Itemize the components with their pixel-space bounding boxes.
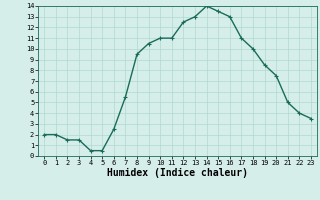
X-axis label: Humidex (Indice chaleur): Humidex (Indice chaleur): [107, 168, 248, 178]
